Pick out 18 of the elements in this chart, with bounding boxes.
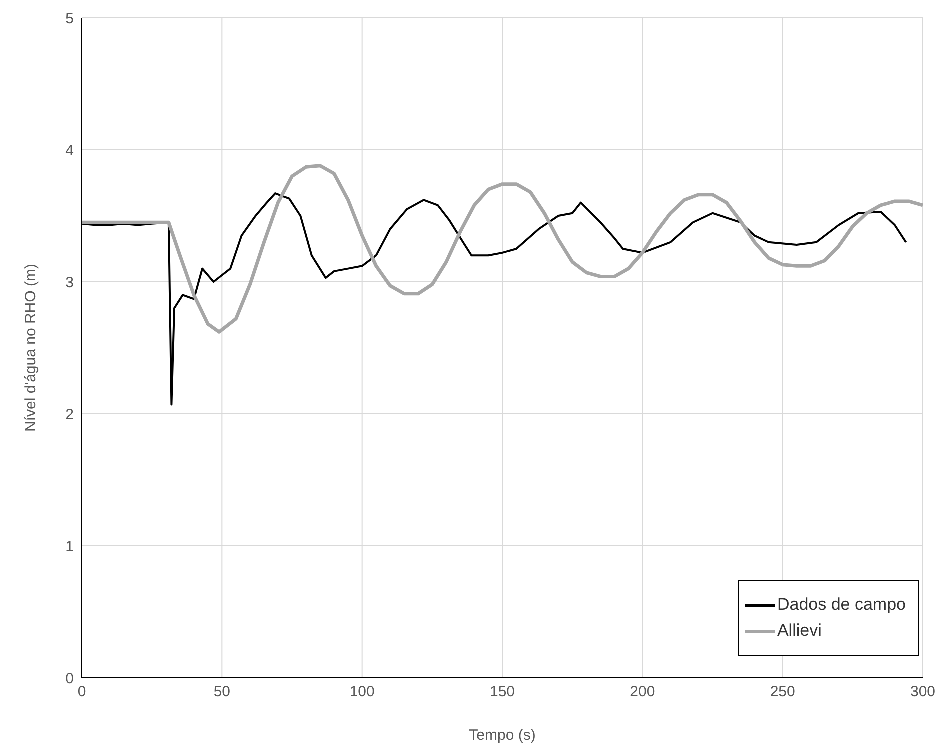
y-tick-label: 1 [66, 538, 74, 556]
y-tick-label: 5 [66, 10, 74, 28]
x-axis-title: Tempo (s) [469, 727, 536, 744]
y-tick-label: 0 [66, 670, 74, 688]
y-tick-label: 4 [66, 142, 74, 160]
x-tick-label: 0 [78, 684, 86, 701]
x-tick-label: 150 [490, 684, 516, 701]
x-tick-label: 100 [350, 684, 375, 701]
y-tick-label: 3 [66, 274, 74, 292]
y-axis-title: Nível d'água no RHO (m) [22, 264, 40, 432]
legend-label: Dados de campo [776, 595, 906, 615]
line-series [82, 164, 923, 334]
x-tick-label: 250 [770, 684, 796, 701]
legend-label: Allievi [776, 621, 823, 641]
x-tick-label: 200 [630, 684, 656, 701]
x-tick-label: 50 [214, 684, 231, 701]
y-tick-label: 2 [66, 406, 74, 424]
x-tick-label: 300 [910, 684, 936, 701]
